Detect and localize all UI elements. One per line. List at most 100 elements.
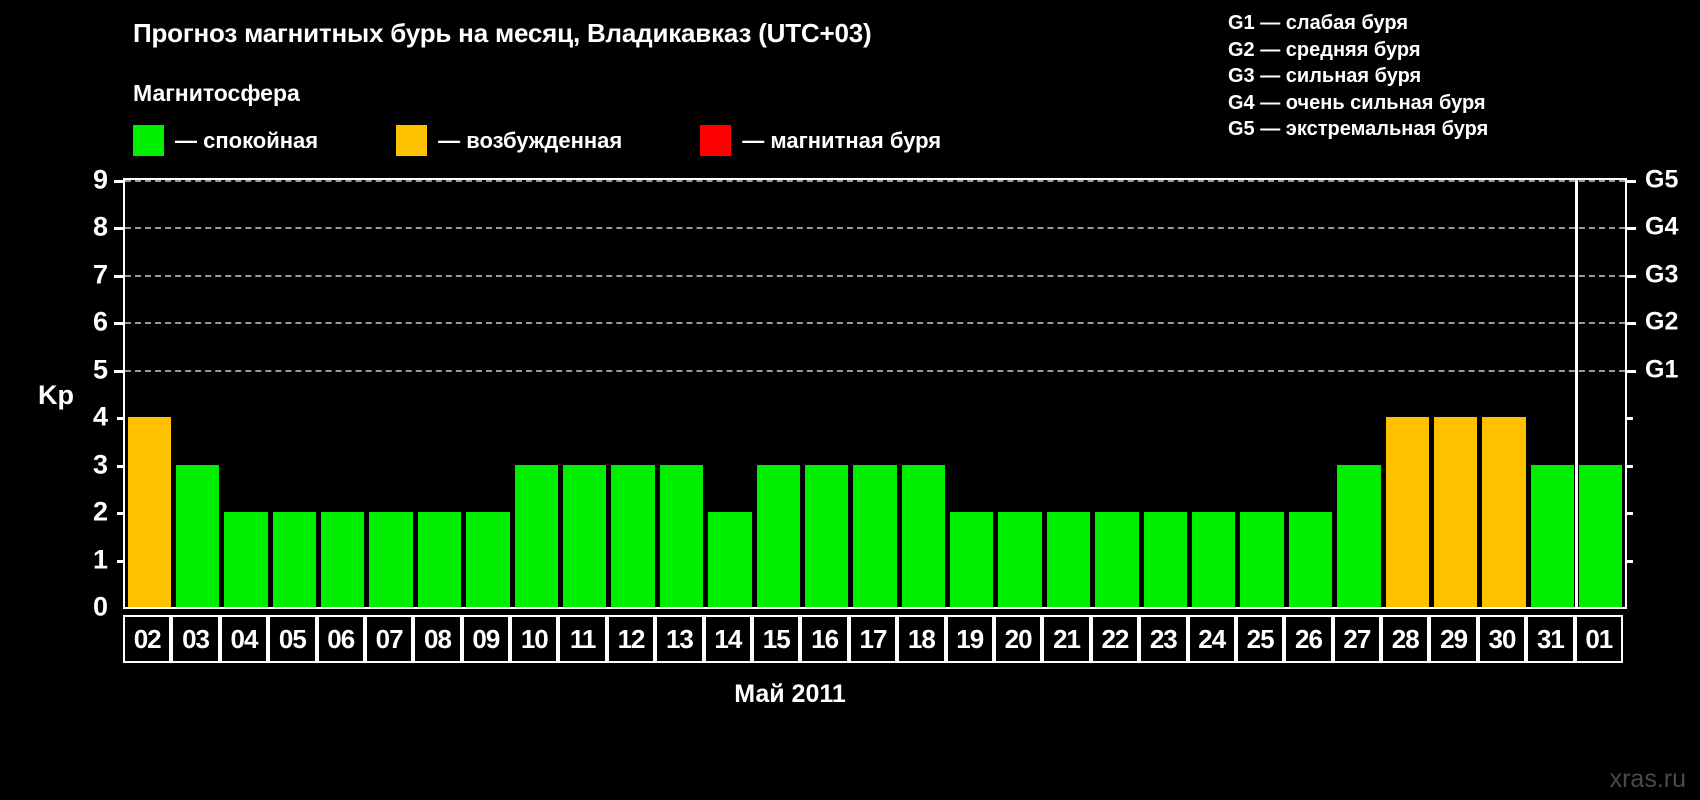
y-tick-label-1: 1 [92,544,108,575]
bars-container [125,180,1625,607]
day-label-18: 18 [897,615,946,663]
g-scale-row-3: G3 — сильная буря [1228,65,1422,87]
page-title: Прогноз магнитных бурь на месяц, Владика… [133,18,872,48]
day-label-21: 21 [1042,615,1091,663]
bar-day-24 [1192,512,1236,607]
y-tick-label-4: 4 [92,401,108,432]
gridline-kp-9 [125,180,1625,182]
y-tick-5 [114,369,125,373]
y-tick-6 [114,322,125,326]
day-labels-row: 02 03 04 05 06 07 08 09 10 11 12 13 14 15 16 17 18 19 20 21… [123,615,1627,663]
bar-day-07 [369,512,413,607]
g-scale-row-1: G1 — слабая буря [1228,12,1409,34]
y-tick-4 [117,417,125,421]
y-tick-1 [117,559,125,563]
day-label-30: 30 [1477,615,1527,663]
day-label-12: 12 [606,615,656,663]
bar-day-17 [853,464,897,607]
g-axis-label-G4: G4 [1645,212,1679,241]
bar-day-22 [1095,512,1139,607]
bar-day-15 [756,464,800,607]
bar-day-06 [321,512,365,607]
plot-area [114,178,1636,609]
y-tick-3 [117,464,125,468]
y-tick-right-3 [1625,464,1633,468]
magnetosphere-label: Магнитосфера [133,80,300,106]
bar-day-31 [1530,464,1575,607]
day-label-01: 01 [1574,615,1623,663]
bar-day-12 [611,464,655,607]
day-label-10: 10 [510,615,559,663]
y-tick-right-8 [1625,227,1636,231]
y-tick-right-5 [1625,369,1636,373]
bar-day-16 [804,464,849,607]
watermark: xras.ru [1609,765,1686,793]
legend-item-unsettled: — возбужденная [396,125,622,156]
day-label-06: 06 [316,615,365,663]
y-tick-right-1 [1625,559,1633,563]
g-scale-row-5: G5 — экстремальная буря [1228,118,1489,140]
y-tick-right-2 [1625,512,1633,516]
bar-day-11 [562,464,607,607]
g-axis-label-G3: G3 [1645,260,1679,289]
y-tick-right-7 [1625,274,1636,278]
day-label-14: 14 [703,615,753,663]
day-label-24: 24 [1187,615,1236,663]
gridline-kp-7 [125,274,1625,277]
bar-day-29 [1433,417,1478,607]
bar-day-04 [224,512,268,607]
legend-item-storm: — магнитная буря [700,125,941,156]
day-label-26: 26 [1284,615,1333,663]
day-label-11: 11 [558,615,607,663]
day-label-20: 20 [993,615,1043,663]
bar-day-02 [127,417,171,607]
y-tick-label-7: 7 [92,259,108,290]
day-label-27: 27 [1332,615,1382,663]
day-label-16: 16 [800,615,849,663]
day-label-03: 03 [171,615,220,663]
legend-label-calm: — спокойная [175,127,319,153]
day-label-19: 19 [945,615,994,663]
bar-day-08 [417,512,462,607]
y-tick-label-0: 0 [92,591,108,622]
day-label-05: 05 [268,615,317,663]
legend-swatch-calm [133,125,164,156]
bar-day-09 [466,512,510,607]
day-label-04: 04 [219,615,269,663]
g-axis-label-G1: G1 [1645,355,1679,384]
bar-day-25 [1240,512,1284,607]
legend: — спокойная — возбужденная — магнитная бур… [133,125,941,156]
bar-day-20 [998,512,1042,607]
y-tick-label-5: 5 [92,354,108,385]
y-tick-right-4 [1625,417,1633,421]
bar-day-01 [1579,464,1623,607]
x-axis-title: Май 2011 [0,680,1700,709]
day-label-25: 25 [1235,615,1285,663]
legend-swatch-unsettled [396,125,428,156]
y-axis-title: Kp [38,380,74,410]
y-tick-label-6: 6 [92,306,108,337]
bar-day-10 [514,464,558,607]
day-label-31: 31 [1526,615,1575,663]
bar-day-03 [175,464,220,607]
day-label-15: 15 [752,615,801,663]
day-label-02: 02 [123,615,172,663]
bar-day-13 [659,464,704,607]
y-tick-label-2: 2 [92,496,108,527]
legend-item-calm: — спокойная [133,125,318,156]
bar-day-30 [1482,417,1526,607]
bar-day-05 [272,512,317,607]
bar-day-23 [1143,512,1187,607]
gridline-kp-5 [125,369,1625,372]
y-tick-label-8: 8 [92,211,108,242]
x-axis-title-text: Май 2011 [734,680,846,708]
day-label-22: 22 [1090,615,1140,663]
bar-day-27 [1337,464,1381,607]
day-label-09: 09 [461,615,511,663]
y-tick-8 [114,227,125,231]
legend-label-unsettled: — возбужденная [438,127,623,153]
y-tick-2 [117,512,125,516]
y-tick-right-9 [1625,180,1636,183]
g-axis-label-G2: G2 [1645,307,1679,336]
day-label-29: 29 [1429,615,1478,663]
